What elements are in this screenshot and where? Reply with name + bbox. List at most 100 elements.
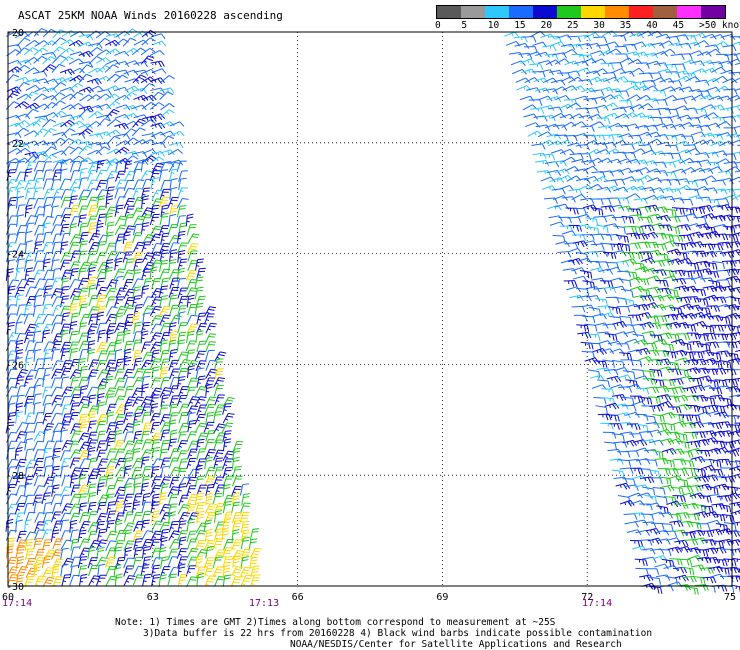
wind-barb bbox=[33, 501, 43, 514]
legend-swatch bbox=[581, 6, 605, 18]
wind-barb bbox=[698, 495, 712, 503]
wind-barb bbox=[52, 55, 66, 64]
wind-barb bbox=[114, 239, 123, 253]
wind-barb bbox=[42, 55, 57, 65]
wind-barb bbox=[573, 207, 587, 215]
wind-barb bbox=[195, 458, 207, 470]
wind-barb bbox=[51, 475, 61, 487]
wind-barb bbox=[78, 108, 93, 118]
wind-barb bbox=[675, 215, 690, 222]
wind-barb bbox=[149, 484, 162, 496]
wind-barb bbox=[686, 117, 701, 124]
wind-barb bbox=[204, 377, 216, 389]
wind-barb bbox=[69, 402, 80, 415]
wind-barb bbox=[96, 384, 106, 398]
wind-barb bbox=[105, 313, 118, 325]
wind-barb bbox=[597, 379, 611, 388]
wind-barb bbox=[32, 466, 44, 478]
wind-barb bbox=[666, 361, 680, 370]
wind-barb bbox=[15, 574, 24, 588]
wind-barb bbox=[176, 230, 186, 244]
wind-barb bbox=[642, 160, 658, 167]
wind-barb bbox=[158, 225, 170, 237]
wind-barb bbox=[656, 394, 672, 401]
wind-barb bbox=[123, 557, 135, 569]
wind-barb bbox=[728, 139, 740, 145]
wind-barb bbox=[41, 555, 51, 569]
legend-label: 20 bbox=[540, 20, 553, 31]
wind-barb bbox=[149, 213, 160, 226]
wind-barb bbox=[640, 187, 655, 194]
wind-barb bbox=[205, 349, 215, 362]
wind-barb bbox=[42, 394, 53, 407]
wind-barb bbox=[656, 141, 672, 148]
wind-barb bbox=[619, 315, 633, 324]
wind-barb bbox=[104, 206, 117, 218]
wind-barb bbox=[697, 307, 711, 315]
wind-barb bbox=[106, 422, 117, 434]
wind-barb bbox=[692, 576, 706, 585]
wind-barb bbox=[724, 449, 740, 457]
wind-barb bbox=[613, 476, 628, 483]
wind-barb bbox=[86, 329, 96, 343]
wind-barb bbox=[105, 350, 117, 362]
wind-barb bbox=[70, 132, 86, 139]
wind-barb bbox=[213, 358, 224, 371]
wind-barb bbox=[43, 128, 57, 138]
wind-barb bbox=[195, 566, 206, 578]
wind-barb bbox=[664, 387, 679, 395]
wind-barb bbox=[644, 241, 659, 249]
wind-barb bbox=[523, 46, 538, 53]
wind-barb bbox=[700, 132, 716, 139]
wind-barb bbox=[683, 107, 698, 114]
wind-barb bbox=[33, 55, 48, 64]
legend-color-bar bbox=[436, 5, 726, 19]
wind-barb bbox=[176, 376, 186, 389]
wind-barb bbox=[168, 385, 180, 397]
wind-barb bbox=[149, 102, 165, 110]
wind-barb bbox=[714, 483, 729, 491]
wind-barb bbox=[691, 207, 706, 215]
wind-barb bbox=[628, 134, 643, 142]
wind-barb bbox=[24, 267, 34, 280]
wind-barb bbox=[113, 540, 125, 552]
wind-barb bbox=[536, 170, 552, 177]
legend-swatch bbox=[653, 6, 677, 18]
wind-barb bbox=[114, 386, 126, 398]
wind-barb bbox=[15, 147, 31, 155]
wind-barb bbox=[141, 466, 152, 478]
wind-barb bbox=[719, 177, 734, 184]
wind-barb bbox=[634, 266, 650, 273]
wind-barb bbox=[68, 278, 81, 290]
wind-barb bbox=[717, 316, 731, 325]
wind-barb bbox=[205, 341, 217, 353]
wind-barb bbox=[50, 46, 66, 56]
wind-barb bbox=[114, 573, 123, 587]
wind-barb bbox=[15, 349, 24, 362]
wind-barb bbox=[78, 332, 89, 344]
wind-barb bbox=[187, 250, 198, 262]
wind-barb bbox=[575, 143, 590, 151]
wind-barb bbox=[214, 368, 224, 380]
wind-barb bbox=[123, 477, 136, 489]
wind-barb bbox=[59, 494, 70, 507]
wind-barb bbox=[623, 513, 638, 520]
wind-barb bbox=[639, 574, 654, 582]
wind-barb bbox=[123, 197, 135, 209]
wind-barb bbox=[241, 493, 250, 506]
wind-barb bbox=[150, 77, 165, 85]
wind-barb bbox=[77, 357, 86, 371]
wind-barb bbox=[581, 87, 596, 94]
wind-barb bbox=[51, 456, 61, 469]
wind-barb bbox=[640, 257, 656, 265]
wind-barb bbox=[149, 49, 165, 57]
wind-barb bbox=[704, 404, 719, 412]
wind-barb bbox=[14, 357, 23, 370]
wind-barb bbox=[159, 213, 169, 226]
wind-barb bbox=[710, 540, 725, 548]
wind-barb bbox=[239, 502, 251, 514]
wind-barb bbox=[196, 375, 206, 388]
wind-barb bbox=[658, 258, 674, 266]
wind-barb bbox=[186, 360, 199, 371]
wind-barb bbox=[577, 331, 592, 339]
